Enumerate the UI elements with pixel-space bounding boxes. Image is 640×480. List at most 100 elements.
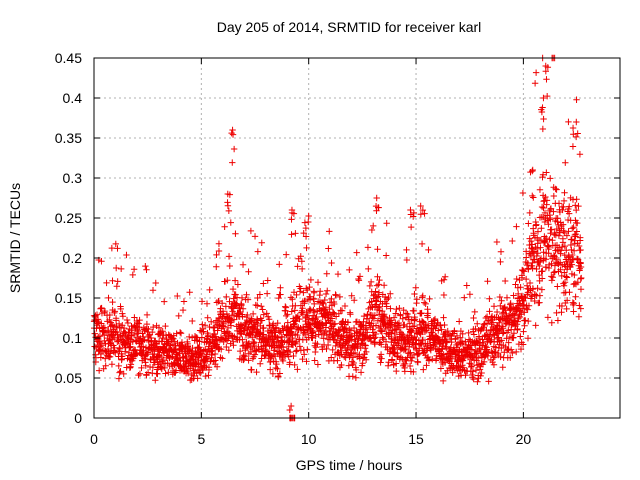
data-point xyxy=(279,357,287,365)
data-point xyxy=(196,327,204,334)
data-point xyxy=(331,300,338,308)
data-point xyxy=(120,370,127,378)
data-point xyxy=(350,297,358,304)
data-point xyxy=(472,325,479,333)
data-point xyxy=(345,341,352,349)
data-point xyxy=(159,356,167,364)
data-point xyxy=(478,369,485,377)
data-point xyxy=(519,341,527,348)
data-point xyxy=(577,305,584,312)
data-point xyxy=(101,324,109,332)
data-point xyxy=(490,303,498,310)
data-point xyxy=(480,339,487,347)
data-point xyxy=(227,219,234,226)
data-point xyxy=(417,202,424,210)
data-point xyxy=(317,325,324,333)
data-point xyxy=(260,331,267,338)
data-point xyxy=(241,327,248,334)
data-point xyxy=(384,362,392,369)
data-point xyxy=(553,256,560,263)
data-point xyxy=(438,345,446,353)
data-point xyxy=(229,308,236,315)
data-point xyxy=(213,251,220,259)
data-point xyxy=(326,305,333,313)
data-point xyxy=(94,316,102,323)
data-point xyxy=(373,282,381,289)
data-point xyxy=(232,230,239,237)
y-tick-label: 0.35 xyxy=(55,130,82,146)
data-point xyxy=(136,316,143,324)
data-point xyxy=(346,266,353,274)
data-point xyxy=(228,129,235,137)
data-point xyxy=(256,291,264,298)
data-point xyxy=(562,273,570,280)
data-point xyxy=(393,367,400,375)
y-tick-label: 0.45 xyxy=(55,50,82,66)
data-point xyxy=(571,271,578,279)
data-point xyxy=(489,319,497,326)
data-point xyxy=(162,370,169,377)
data-point xyxy=(153,344,161,352)
data-point xyxy=(293,291,300,299)
data-point xyxy=(158,365,165,373)
data-point xyxy=(385,294,392,302)
data-point xyxy=(367,278,375,286)
data-point xyxy=(419,292,426,300)
data-point xyxy=(411,316,419,323)
data-point xyxy=(112,317,120,324)
data-point xyxy=(406,362,414,370)
data-point xyxy=(292,348,300,355)
data-point xyxy=(136,323,143,331)
data-point xyxy=(496,341,503,348)
data-point xyxy=(236,347,244,355)
data-point xyxy=(574,130,581,137)
data-point xyxy=(503,294,511,301)
data-point xyxy=(547,175,554,182)
data-point xyxy=(245,268,252,275)
data-point xyxy=(468,362,475,370)
data-point xyxy=(143,266,150,273)
data-point xyxy=(469,368,477,375)
data-point xyxy=(209,347,216,354)
data-point xyxy=(441,273,449,280)
data-point xyxy=(538,225,545,232)
data-point xyxy=(552,185,559,193)
data-point xyxy=(238,301,245,309)
data-point xyxy=(123,251,130,259)
data-point xyxy=(344,319,352,326)
data-point xyxy=(543,92,551,100)
data-point xyxy=(418,240,426,248)
data-point xyxy=(330,309,337,316)
data-point xyxy=(515,315,522,322)
data-point xyxy=(553,309,560,317)
data-point xyxy=(542,263,550,271)
data-point xyxy=(200,328,207,335)
data-point xyxy=(294,263,301,270)
data-point xyxy=(424,310,432,317)
data-point xyxy=(383,296,391,303)
data-point xyxy=(426,295,433,303)
data-point xyxy=(530,249,538,256)
data-point xyxy=(573,255,581,262)
data-point xyxy=(533,221,540,228)
data-point xyxy=(288,216,295,223)
data-point xyxy=(380,282,388,289)
data-point xyxy=(395,319,403,327)
data-point xyxy=(294,366,301,373)
data-point xyxy=(376,276,383,284)
data-point xyxy=(453,332,461,340)
data-point xyxy=(483,346,491,353)
data-point xyxy=(517,284,524,291)
data-point xyxy=(297,324,304,332)
data-point xyxy=(569,225,576,232)
data-point xyxy=(574,279,582,286)
x-tick-label: 5 xyxy=(197,431,205,447)
data-point xyxy=(342,324,350,332)
data-point xyxy=(334,357,341,364)
data-point xyxy=(567,241,575,249)
data-point xyxy=(274,365,281,373)
data-point xyxy=(577,286,585,293)
data-point xyxy=(440,291,448,299)
data-point xyxy=(159,328,166,335)
data-point xyxy=(261,352,269,360)
